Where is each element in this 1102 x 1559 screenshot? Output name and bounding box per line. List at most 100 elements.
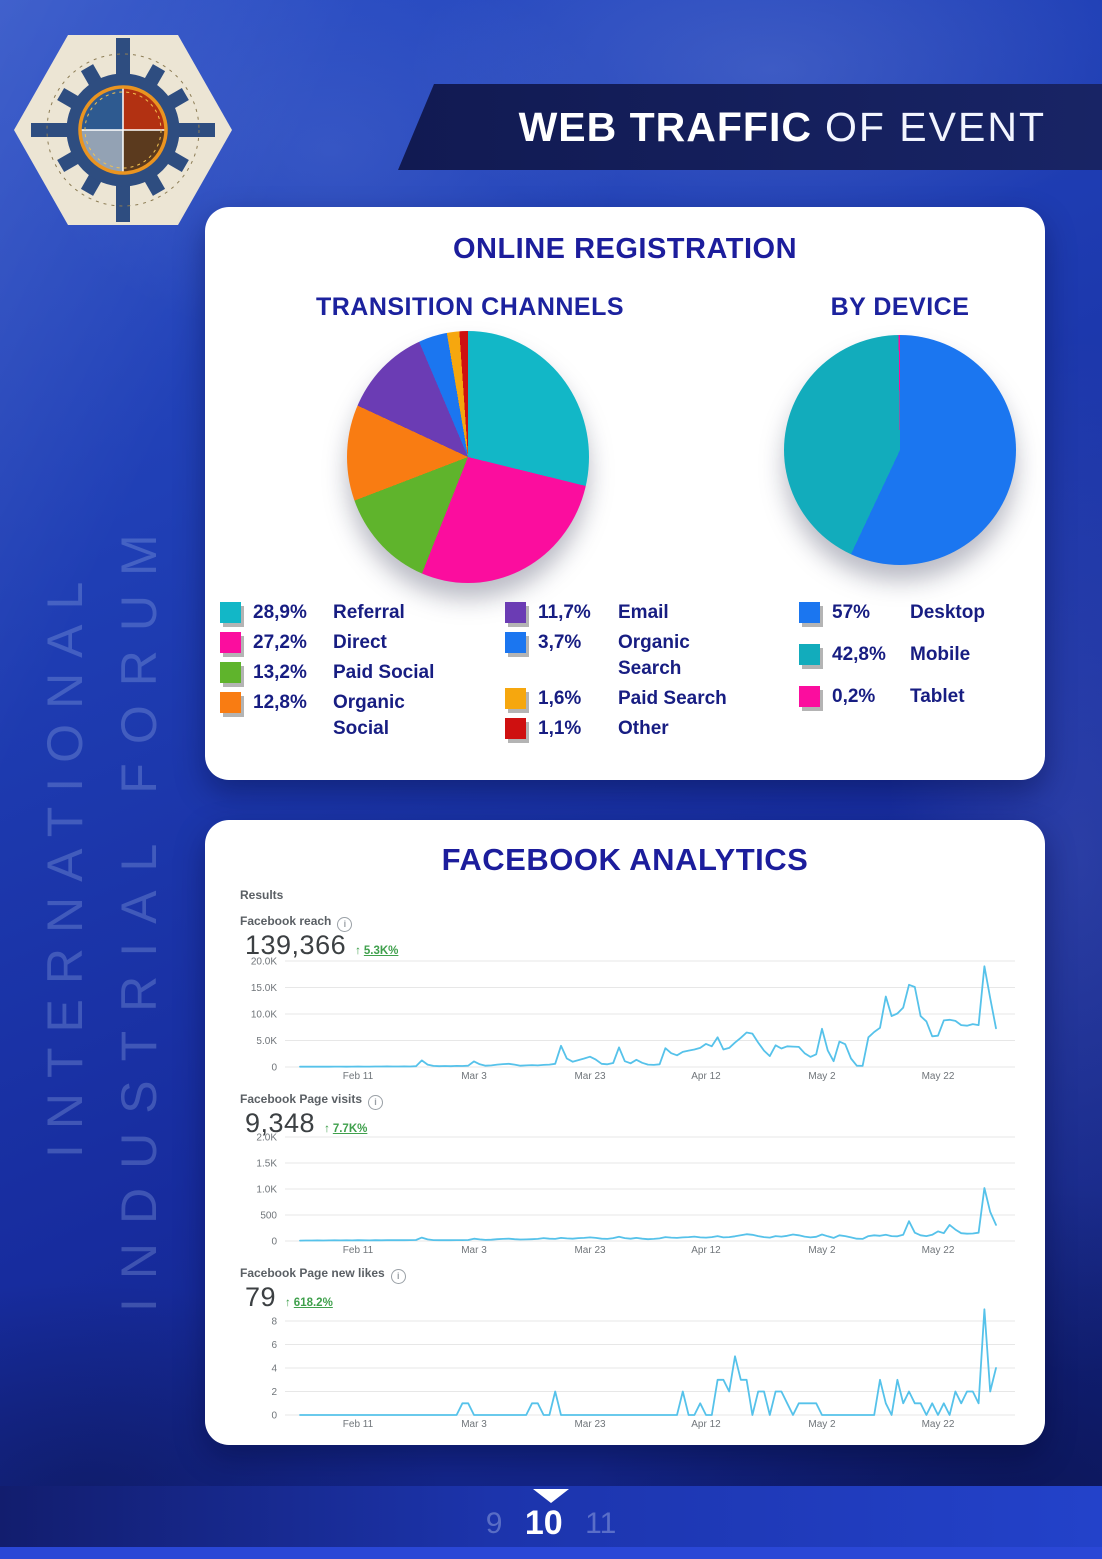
svg-text:500: 500 — [260, 1211, 277, 1222]
facebook-page-visits-label: Facebook Page visits — [240, 1092, 384, 1110]
svg-text:Mar 23: Mar 23 — [574, 1245, 606, 1256]
svg-text:6: 6 — [271, 1340, 277, 1351]
svg-text:May 2: May 2 — [808, 1071, 836, 1082]
current-page-pointer-icon — [533, 1489, 569, 1503]
svg-text:2: 2 — [271, 1387, 277, 1398]
metric-delta: ↑ 7.7K% — [324, 1123, 367, 1135]
legend-pct: 1,1% — [538, 718, 582, 739]
up-arrow-icon: ↑ — [285, 1297, 291, 1309]
up-arrow-icon: ↑ — [324, 1123, 330, 1135]
legend-pct: 27,2% — [253, 632, 307, 653]
by-device-pie-chart — [784, 335, 1016, 565]
svg-text:Apr 12: Apr 12 — [691, 1071, 721, 1082]
legend-pct: 3,7% — [538, 632, 582, 653]
metric-label-text: Facebook Page visits — [240, 1092, 363, 1106]
online-registration-card: ONLINE REGISTRATION TRANSITION CHANNELS … — [205, 207, 1045, 780]
legend-item: 57% Desktop — [799, 600, 1039, 626]
legend-swatch — [505, 688, 526, 709]
facebook-page-visits-line-chart: 2.0K 1.5K 1.0K 500 0 Feb 11 Mar 3 Mar 23 Apr 12 M… — [256, 1133, 1015, 1256]
info-icon[interactable] — [337, 917, 353, 932]
legend-pct: 42,8% — [832, 644, 886, 665]
legend-label: Organic Search — [618, 632, 690, 679]
facebook-reach-metric: 139,366 ↑ 5.3K% — [245, 930, 398, 961]
legend-item: 3,7% Organic Search — [505, 630, 770, 682]
facebook-title: FACEBOOK ANALYTICS — [441, 842, 809, 877]
svg-text:4: 4 — [271, 1364, 277, 1375]
legend-pct: 12,8% — [253, 692, 307, 713]
channels-legend-column-2: 11,7% Email 3,7% Organic Search 1,6% Pai… — [505, 600, 770, 746]
svg-text:Mar 3: Mar 3 — [461, 1071, 487, 1082]
legend-label: Paid Search — [618, 688, 727, 709]
legend-pct: 28,9% — [253, 602, 307, 623]
page-number-prev[interactable]: 9 — [485, 1506, 503, 1540]
svg-text:10.0K: 10.0K — [251, 1010, 277, 1021]
page-title-bold: WEB TRAFFIC — [518, 103, 812, 150]
svg-text:15.0K: 15.0K — [251, 983, 277, 994]
legend-label: Other — [618, 718, 669, 739]
registration-title: ONLINE REGISTRATION — [452, 233, 798, 265]
watermark-international: INTERNATIONAL — [37, 566, 93, 1158]
facebook-new-likes-metric: 79 ↑ 618.2% — [245, 1282, 333, 1313]
legend-item: 11,7% Email — [505, 600, 770, 626]
legend-label: Email — [618, 602, 669, 623]
facebook-analytics-card: FACEBOOK ANALYTICS Results Facebook reac… — [205, 820, 1045, 1445]
legend-pct: 13,2% — [253, 662, 307, 683]
legend-swatch — [505, 632, 526, 653]
legend-swatch — [799, 686, 820, 707]
svg-text:Apr 12: Apr 12 — [691, 1419, 721, 1430]
facebook-new-likes-line-chart: 8 6 4 2 0 Feb 11 Mar 3 Mar 23 Apr 12 May 2 May 22 — [271, 1308, 1015, 1430]
facebook-new-likes-label: Facebook Page new likes — [240, 1266, 406, 1284]
svg-text:May 22: May 22 — [922, 1245, 955, 1256]
device-legend: 57% Desktop 42,8% Mobile 0,2% Tablet — [799, 600, 1039, 726]
header-band: WEB TRAFFIC OF EVENT — [398, 84, 1102, 170]
svg-text:Mar 23: Mar 23 — [574, 1419, 606, 1430]
svg-text:May 2: May 2 — [808, 1245, 836, 1256]
legend-item: 28,9% Referral — [220, 600, 485, 626]
legend-item: 13,2% Paid Social — [220, 660, 485, 686]
legend-item: 0,2% Tablet — [799, 684, 1039, 710]
svg-text:2.0K: 2.0K — [256, 1133, 277, 1144]
metric-delta: ↑ 618.2% — [285, 1297, 333, 1309]
delta-percent: 7.7K% — [332, 1123, 368, 1135]
bottom-strip — [0, 1547, 1102, 1559]
legend-swatch — [799, 644, 820, 665]
delta-percent: 618.2% — [293, 1297, 333, 1309]
legend-swatch — [799, 602, 820, 623]
metric-delta: ↑ 5.3K% — [355, 945, 398, 957]
legend-item: 1,6% Paid Search — [505, 686, 770, 712]
svg-text:May 2: May 2 — [808, 1419, 836, 1430]
page-number-current[interactable]: 10 — [524, 1504, 563, 1542]
svg-text:5.0K: 5.0K — [256, 1036, 277, 1047]
legend-item: 27,2% Direct — [220, 630, 485, 656]
metric-label-text: Facebook reach — [240, 914, 332, 928]
legend-swatch — [220, 662, 241, 683]
svg-text:Apr 12: Apr 12 — [691, 1245, 721, 1256]
forum-logo — [14, 35, 232, 225]
legend-swatch — [505, 602, 526, 623]
metric-value: 139,366 — [245, 930, 347, 960]
legend-label: Tablet — [910, 686, 965, 707]
facebook-page-visits-metric: 9,348 ↑ 7.7K% — [245, 1108, 367, 1139]
legend-pct: 1,6% — [538, 688, 582, 709]
watermark-industrial-forum: INDUSTRIAL FORUM — [111, 515, 167, 1312]
legend-item: 12,8% Organic Social — [220, 690, 485, 742]
svg-text:Mar 3: Mar 3 — [461, 1245, 487, 1256]
delta-percent: 5.3K% — [363, 945, 399, 957]
metric-label-text: Facebook Page new likes — [240, 1266, 385, 1280]
legend-swatch — [505, 718, 526, 739]
metric-value: 9,348 — [245, 1108, 316, 1138]
info-icon[interactable] — [390, 1269, 406, 1284]
legend-label: Direct — [333, 632, 387, 653]
page-number-next[interactable]: 11 — [585, 1506, 617, 1540]
legend-label: Desktop — [910, 602, 985, 623]
up-arrow-icon: ↑ — [355, 945, 361, 957]
device-chart-title: BY DEVICE — [830, 293, 970, 321]
svg-text:1.5K: 1.5K — [256, 1159, 277, 1170]
svg-text:Feb 11: Feb 11 — [343, 1245, 374, 1256]
svg-text:Feb 11: Feb 11 — [343, 1419, 374, 1430]
svg-text:Feb 11: Feb 11 — [343, 1071, 374, 1082]
transition-channels-pie-chart — [347, 331, 589, 583]
info-icon[interactable] — [368, 1095, 384, 1110]
svg-text:Mar 3: Mar 3 — [461, 1419, 487, 1430]
legend-label: Organic Social — [333, 692, 405, 739]
